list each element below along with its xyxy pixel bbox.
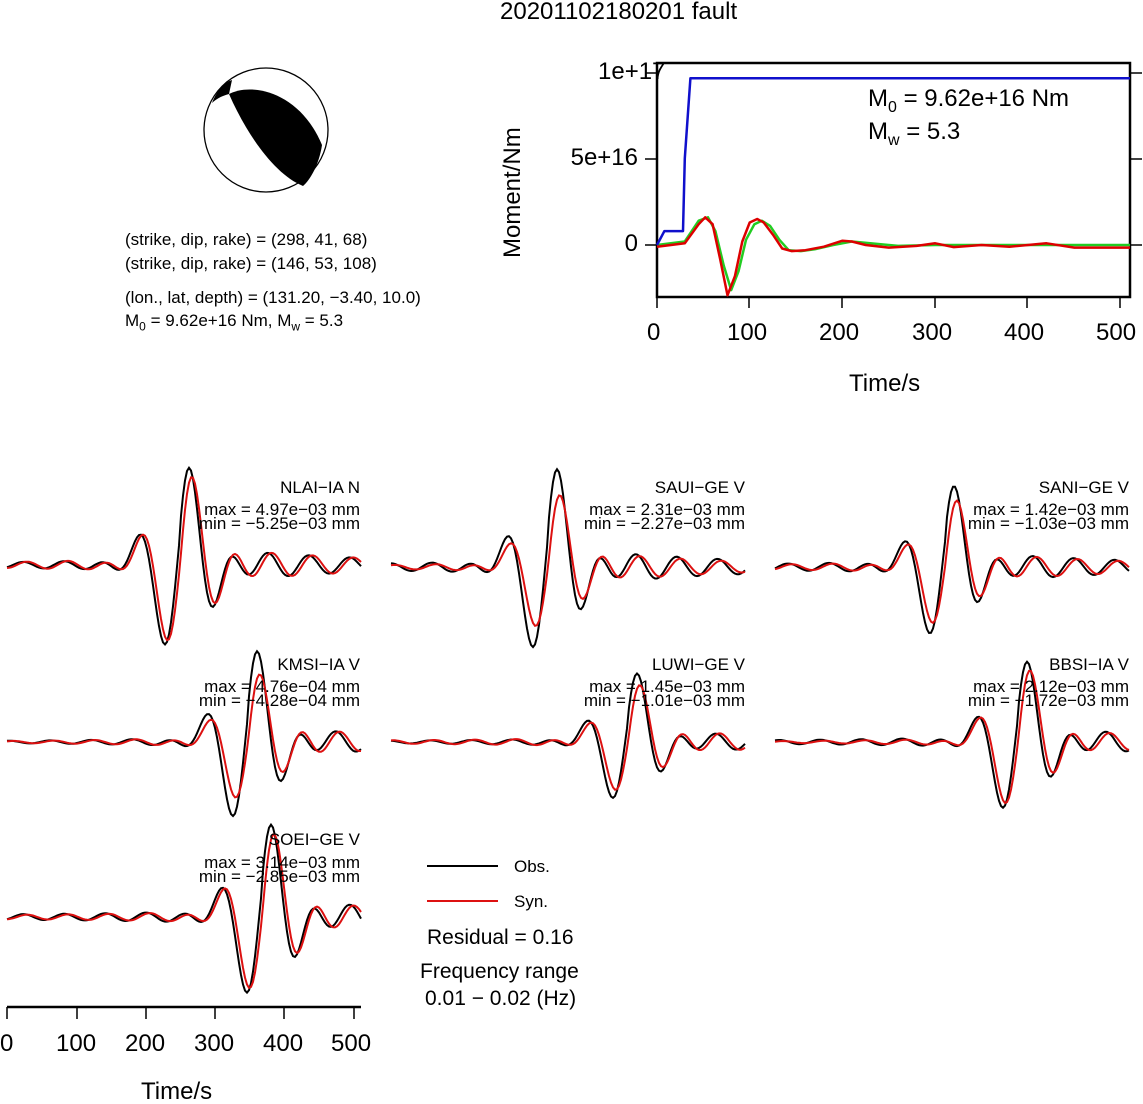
m0-subscript: 0 — [139, 319, 146, 334]
moment-xtick-0: 0 — [647, 319, 661, 346]
beachball — [203, 67, 329, 193]
station-min-5: min = −1.01e−03 mm — [583, 691, 745, 710]
moment-ylabel: Moment/Nm — [499, 127, 526, 258]
bottom-xtick-200: 200 — [125, 1030, 166, 1057]
beachball-small-quadrant — [212, 80, 232, 103]
moment-xtick-100: 100 — [727, 319, 768, 346]
station-max-4: max = 4.76e−04 mm — [204, 677, 360, 696]
waveform-synthetic-6 — [774, 669, 1130, 805]
moment-m0-label: M0 = 9.62e+16 Nm — [868, 85, 1069, 117]
m0-sub: 0 — [888, 98, 897, 116]
bottom-xtick-300: 300 — [194, 1030, 235, 1057]
waveform-synthetic-4 — [6, 673, 361, 799]
station-min-6: min = −1.72e−03 mm — [967, 691, 1129, 710]
station-min-4: min = −4.28e−04 mm — [198, 691, 360, 710]
station-name-5: LUWI−GE V — [651, 655, 745, 674]
station-min-3: min = −1.03e−03 mm — [967, 514, 1129, 533]
m0-rest: = 9.62e+16 Nm — [896, 85, 1070, 112]
nodal-plane-2: (strike, dip, rake) = (146, 53, 108) — [125, 254, 377, 273]
waveform-synthetic-7 — [6, 833, 362, 990]
moment-ytick-0: 0 — [624, 230, 638, 257]
station-max-7: max = 3.14e−03 mm — [204, 853, 360, 872]
moment-summary: M0 = 9.62e+16 Nm, Mw = 5.3 — [125, 311, 343, 333]
bottom-xlabel: Time/s — [141, 1078, 213, 1104]
moment-mw-label: Mw = 5.3 — [868, 118, 960, 150]
residual-text: Residual = 0.16 — [427, 926, 574, 949]
beachball-compressional-quadrant — [229, 89, 322, 186]
bottom-xtick-0: 0 — [0, 1030, 14, 1057]
figure-title: 20201102180201 fault — [500, 0, 738, 25]
station-max-3: max = 1.42e−03 mm — [973, 500, 1129, 519]
m0-sym: M — [868, 85, 888, 112]
mw-value: = 5.3 — [300, 311, 344, 330]
station-min-1: min = −5.25e−03 mm — [198, 514, 360, 533]
station-max-1: max = 4.97e−03 mm — [204, 500, 360, 519]
moment-ytick-5e16: 5e+16 — [570, 144, 638, 171]
moment-panel-axes — [645, 61, 1142, 308]
station-name-6: BBSI−IA V — [1049, 655, 1129, 674]
legend-syn-label: Syn. — [514, 892, 549, 911]
bottom-time-axis — [6, 1005, 361, 1019]
moment-ytick-1e17: 1e+17 — [598, 58, 666, 85]
moment-series-group — [655, 77, 1130, 297]
waveform-synthetic-3 — [774, 499, 1130, 625]
station-name-2: SAUI−GE V — [654, 478, 745, 497]
station-name-1: NLAI−IA N — [280, 478, 360, 497]
moment-cumulative-line — [655, 77, 1130, 246]
nodal-plane-1: (strike, dip, rake) = (298, 41, 68) — [125, 230, 368, 249]
station-name-4: KMSI−IA V — [277, 655, 360, 674]
waveform-synthetic-5 — [390, 684, 746, 791]
moment-rate-red-line — [656, 216, 1130, 297]
moment-xtick-200: 200 — [819, 319, 860, 346]
station-name-7: SOEI−GE V — [268, 830, 360, 849]
m0-symbol: M — [125, 311, 140, 330]
waveform-observed-2 — [390, 467, 746, 649]
moment-xtick-400: 400 — [1004, 319, 1045, 346]
station-max-2: max = 2.31e−03 mm — [589, 500, 745, 519]
station-min-2: min = −2.27e−03 mm — [583, 514, 745, 533]
bottom-xtick-100: 100 — [56, 1030, 97, 1057]
moment-xtick-300: 300 — [912, 319, 953, 346]
moment-xtick-500: 500 — [1096, 319, 1137, 346]
location-text: (lon., lat, depth) = (131.20, −3.40, 10.… — [125, 288, 421, 307]
mw-subscript: w — [291, 319, 301, 334]
bottom-xtick-500: 500 — [331, 1030, 372, 1057]
waveforms-group — [6, 466, 1130, 995]
mw-sym: M — [868, 118, 888, 145]
station-max-6: max = 2.12e−03 mm — [973, 677, 1129, 696]
mw-sub: w — [888, 131, 900, 149]
waveform-observed-4 — [6, 649, 362, 818]
station-max-5: max = 1.45e−03 mm — [589, 677, 745, 696]
waveform-synthetic-2 — [390, 494, 746, 627]
waveform-synthetic-1 — [6, 476, 362, 642]
moment-xlabel: Time/s — [849, 370, 921, 397]
legend — [427, 865, 498, 902]
frequency-range-value: 0.01 − 0.02 (Hz) — [425, 987, 577, 1010]
m0-value: = 9.62e+16 Nm, M — [145, 311, 292, 330]
frequency-range-label: Frequency range — [420, 960, 579, 983]
station-min-7: min = −2.85e−03 mm — [198, 867, 360, 886]
moment-rate-green-line — [656, 216, 1130, 292]
bottom-xtick-400: 400 — [263, 1030, 304, 1057]
mw-rest: = 5.3 — [899, 118, 961, 145]
station-name-3: SANI−GE V — [1038, 478, 1129, 497]
legend-obs-label: Obs. — [514, 857, 550, 876]
